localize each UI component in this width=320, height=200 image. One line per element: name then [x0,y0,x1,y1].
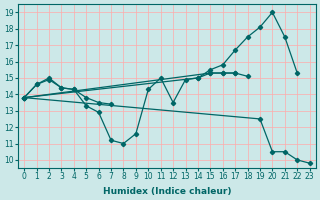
X-axis label: Humidex (Indice chaleur): Humidex (Indice chaleur) [103,187,231,196]
